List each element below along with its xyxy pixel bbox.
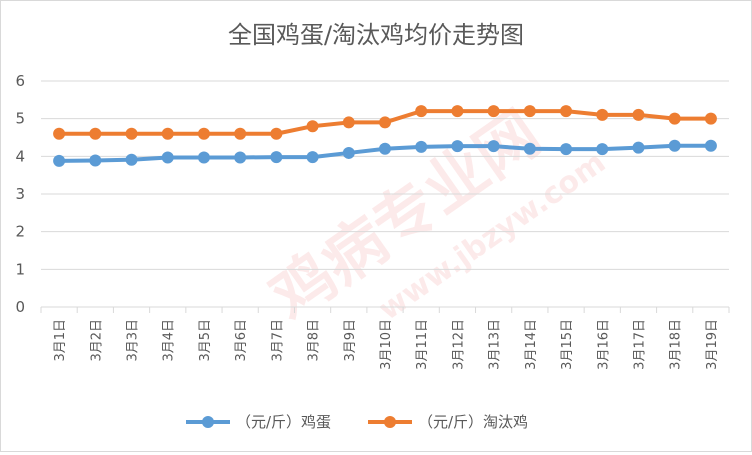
x-axis: 3月1日 3月2日 3月3日 3月4日 3月5日 3月6日 3月7日 3月8日 3月9日 3月10… [40,307,730,370]
x-tick-label: 3月19日 [705,319,720,370]
data-point [342,116,355,129]
x-tick-label: 3月5日 [198,319,213,362]
x-tick-label: 3月17日 [632,319,647,370]
data-point [53,127,66,140]
x-tick-label: 3月11日 [415,319,430,370]
data-point [197,127,210,140]
data-point [125,153,138,166]
x-tick-label: 3月15日 [560,319,575,370]
x-tick-label: 3月16日 [596,319,611,370]
data-point [379,116,391,129]
x-tick-label: 3月10日 [379,319,394,370]
data-point [487,140,500,153]
data-point [89,127,102,140]
data-point [53,154,66,167]
data-point [668,112,681,125]
legend-item: （元/斤）鸡蛋 [186,413,331,431]
x-tick-label: 3月6日 [234,319,249,362]
legend-marker [384,416,396,428]
x-tick-label: 3月3日 [126,319,141,362]
x-tick-label: 3月2日 [89,319,104,362]
y-tick-label: 4 [15,147,25,165]
data-point [270,151,283,164]
data-point [379,142,391,155]
series-1 [53,139,717,167]
data-point [451,140,464,153]
data-point [161,151,174,164]
legend: （元/斤）鸡蛋 （元/斤）淘汰鸡 [186,413,528,431]
x-tick-label: 3月18日 [669,319,684,370]
x-tick-label: 3月4日 [162,319,177,362]
legend-label: （元/斤）鸡蛋 [236,413,331,431]
data-point [523,105,536,118]
x-tick-label: 3月8日 [307,319,322,362]
y-tick-label: 0 [15,298,25,316]
data-point [560,143,573,156]
data-point [234,151,247,164]
y-tick-label: 6 [15,72,25,90]
data-point [704,112,717,125]
data-point [89,154,102,167]
legend-item: （元/斤）淘汰鸡 [368,413,528,431]
y-tick-label: 2 [15,223,25,241]
y-tick-label: 5 [15,110,25,128]
series-2 [53,105,717,140]
x-tick-label: 3月1日 [53,319,68,362]
data-point [342,146,355,159]
data-point [451,105,464,118]
data-point [560,105,573,118]
data-point [632,141,645,154]
legend-label: （元/斤）淘汰鸡 [418,413,528,431]
x-tick-label: 3月13日 [488,319,503,370]
data-point [197,151,210,164]
data-point [668,139,681,152]
data-point [523,142,536,155]
y-axis: 0 1 2 3 4 5 6 [15,72,25,316]
legend-marker [202,416,214,428]
data-point [487,105,500,118]
x-tick-label: 3月9日 [343,319,358,362]
data-point [632,108,645,121]
data-point [234,127,247,140]
data-point [596,143,609,156]
data-point [270,127,283,140]
data-point [306,120,319,133]
y-tick-label: 1 [15,260,25,278]
x-tick-label: 3月14日 [524,319,539,370]
series-layer [53,105,717,167]
data-point [161,127,174,140]
x-tick-label: 3月7日 [270,319,285,362]
y-tick-label: 3 [15,185,25,203]
data-point [596,108,609,121]
data-point [415,105,428,118]
chart-title: 全国鸡蛋/淘汰鸡均价走势图 [228,21,524,49]
x-tick-label: 3月12日 [451,319,466,370]
data-point [704,139,717,152]
data-point [415,140,428,153]
data-point [306,151,319,164]
data-point [125,127,138,140]
